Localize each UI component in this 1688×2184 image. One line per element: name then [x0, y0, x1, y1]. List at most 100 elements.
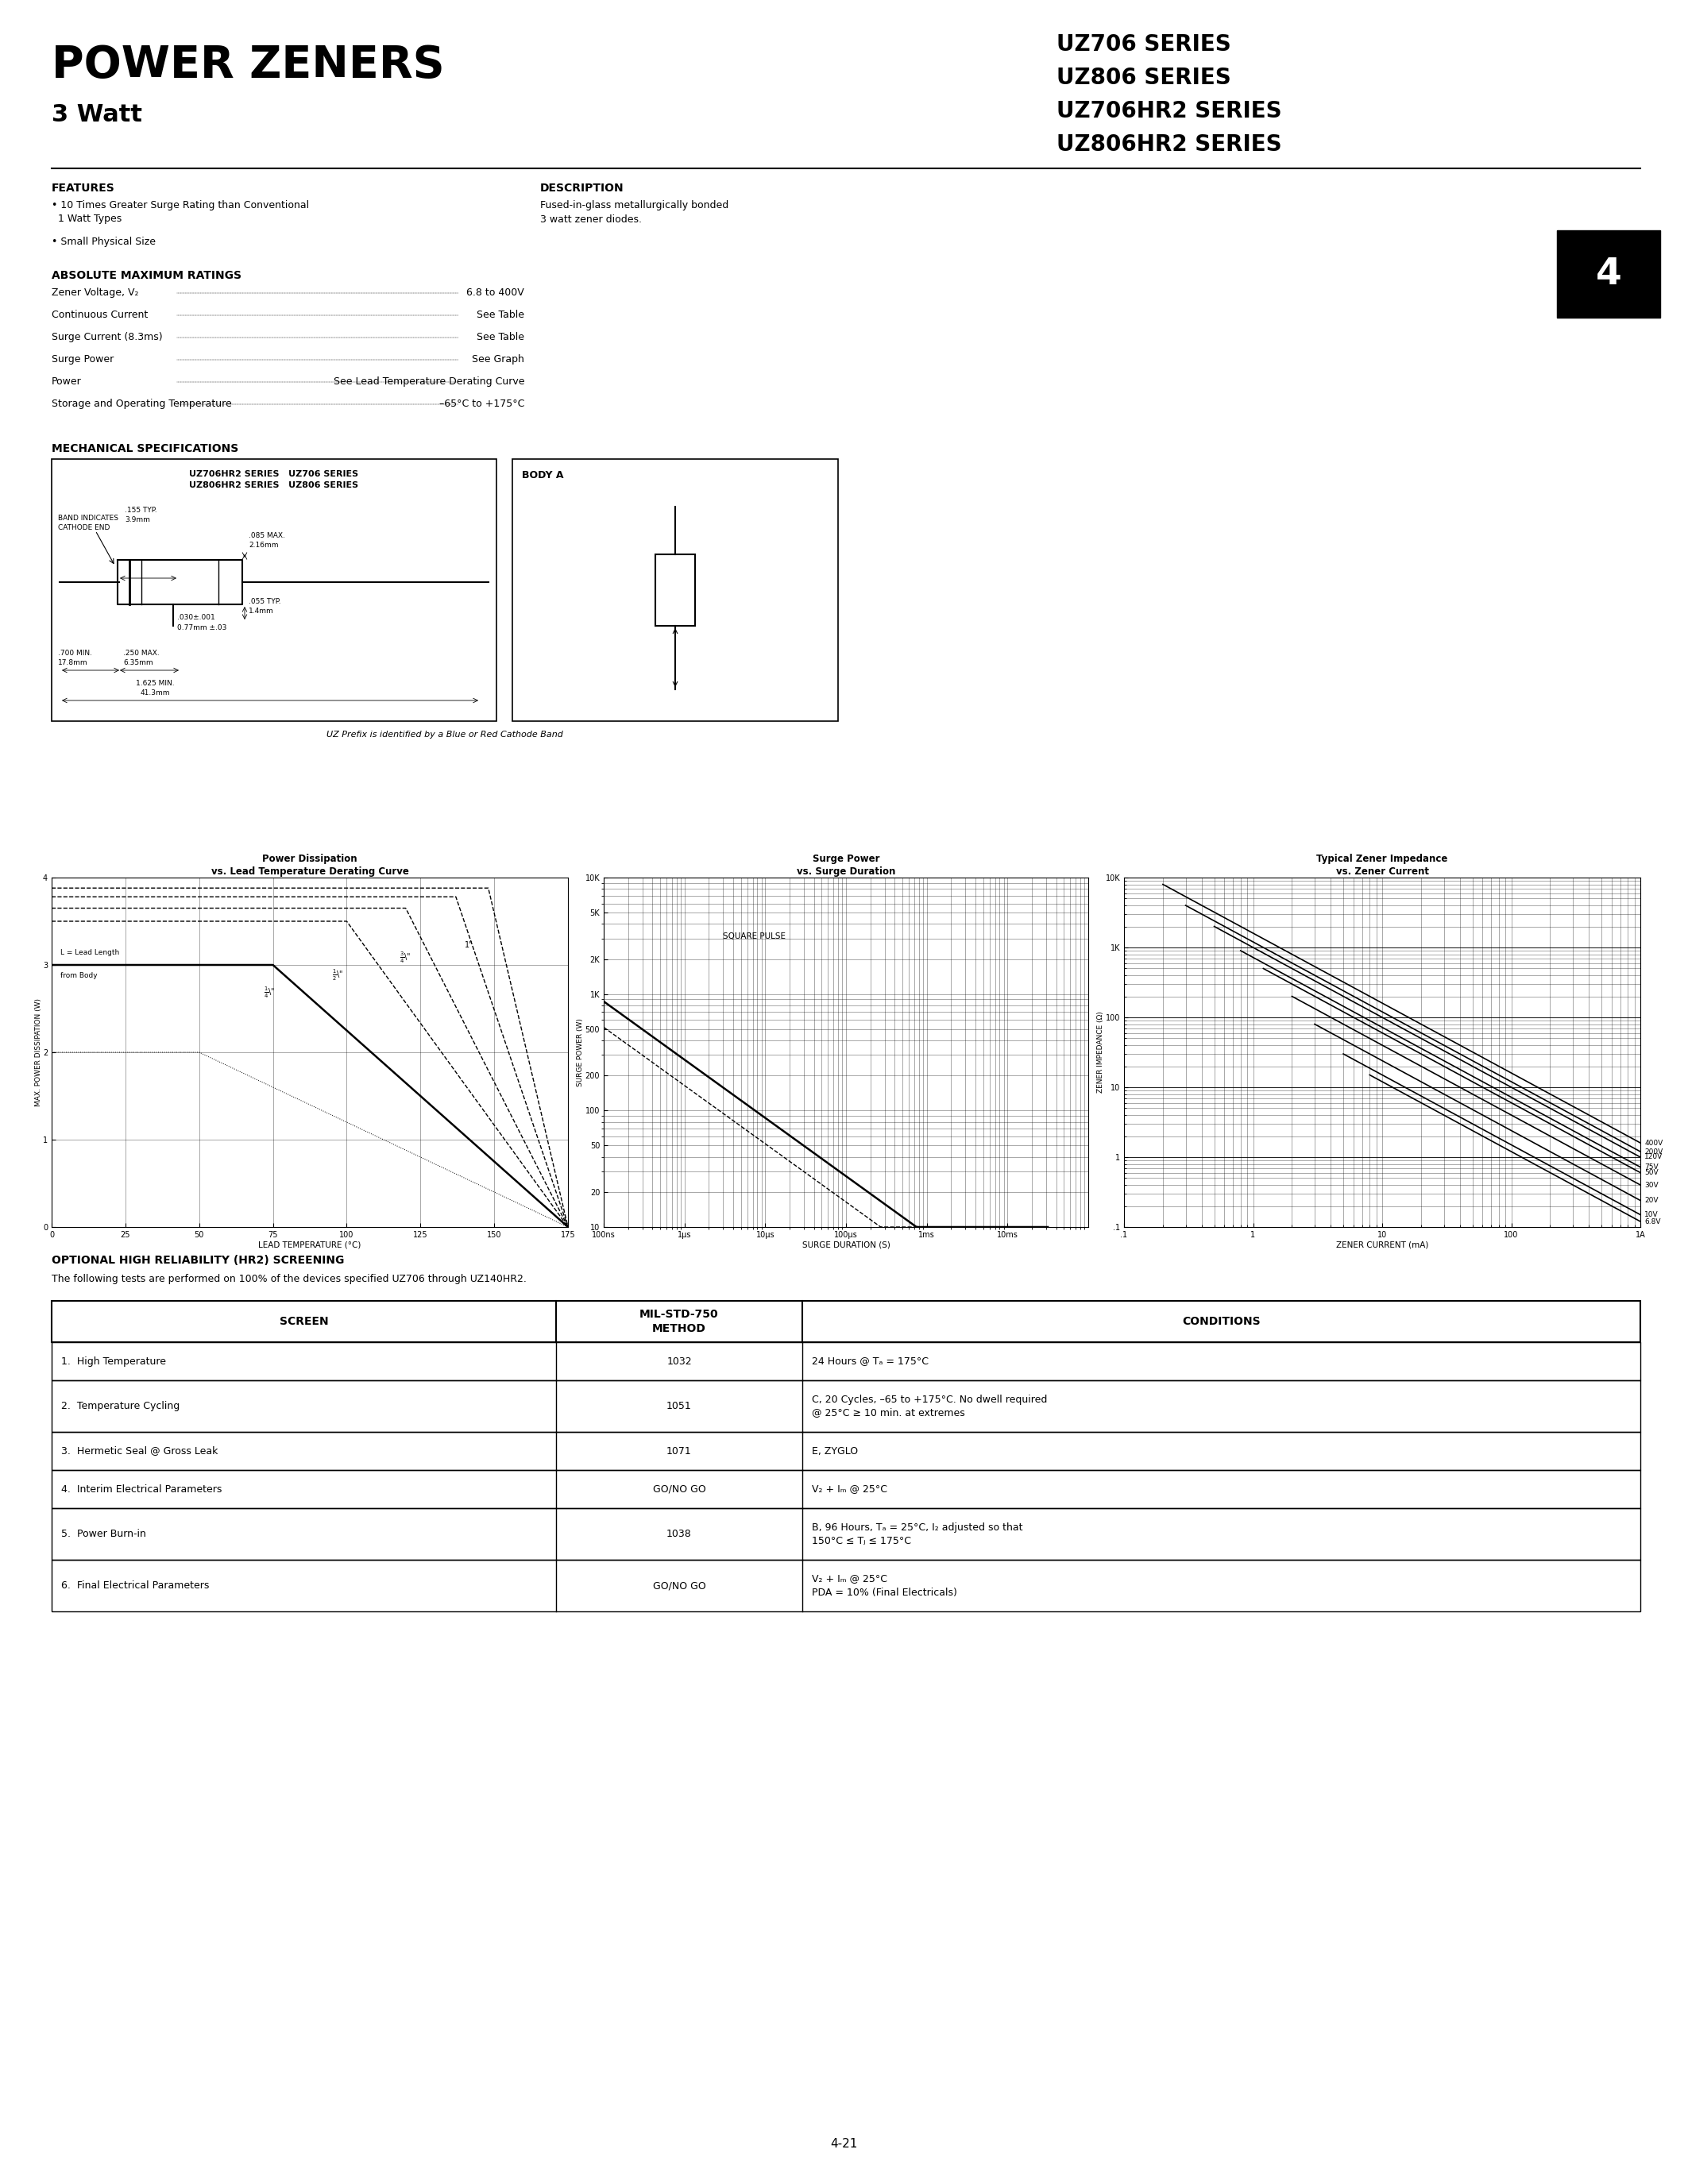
Text: .055 TYP.: .055 TYP. — [248, 598, 280, 605]
Text: V₂ + Iₘ @ 25°C: V₂ + Iₘ @ 25°C — [812, 1483, 888, 1494]
Text: Fused-in-glass metallurgically bonded
3 watt zener diodes.: Fused-in-glass metallurgically bonded 3 … — [540, 201, 729, 225]
Text: POWER ZENERS: POWER ZENERS — [52, 44, 444, 87]
Text: 1.  High Temperature: 1. High Temperature — [61, 1356, 165, 1367]
Text: 120V: 120V — [1644, 1153, 1663, 1160]
Text: $\frac{1}{4}$\": $\frac{1}{4}$\" — [263, 985, 275, 1000]
Text: See Table: See Table — [476, 332, 525, 343]
Text: 1.4mm: 1.4mm — [248, 607, 273, 614]
Y-axis label: SURGE POWER (W): SURGE POWER (W) — [577, 1018, 584, 1085]
Text: OPTIONAL HIGH RELIABILITY (HR2) SCREENING: OPTIONAL HIGH RELIABILITY (HR2) SCREENIN… — [52, 1256, 344, 1267]
Text: The following tests are performed on 100% of the devices specified UZ706 through: The following tests are performed on 100… — [52, 1273, 527, 1284]
Bar — [52, 1509, 1641, 1559]
Text: UZ806 SERIES: UZ806 SERIES — [1057, 68, 1231, 90]
Text: CATHODE END: CATHODE END — [57, 524, 110, 531]
Text: 1038: 1038 — [667, 1529, 692, 1540]
Text: FEATURES: FEATURES — [52, 183, 115, 194]
X-axis label: SURGE DURATION (S): SURGE DURATION (S) — [802, 1241, 890, 1249]
Text: UZ706HR2 SERIES   UZ706 SERIES: UZ706HR2 SERIES UZ706 SERIES — [189, 470, 358, 478]
Text: Continuous Current: Continuous Current — [52, 310, 149, 321]
Text: See Lead Temperature Derating Curve: See Lead Temperature Derating Curve — [333, 376, 525, 387]
Text: SCREEN: SCREEN — [280, 1317, 327, 1328]
Text: BAND INDICATES: BAND INDICATES — [57, 515, 118, 522]
Text: Surge Current (8.3ms): Surge Current (8.3ms) — [52, 332, 162, 343]
Text: 10V: 10V — [1644, 1212, 1659, 1219]
Text: 6.8 to 400V: 6.8 to 400V — [466, 288, 525, 297]
Text: GO/NO GO: GO/NO GO — [653, 1581, 706, 1590]
Text: .700 MIN.: .700 MIN. — [57, 649, 93, 657]
Text: CONDITIONS: CONDITIONS — [1182, 1317, 1261, 1328]
Text: 1051: 1051 — [667, 1400, 692, 1411]
Text: Storage and Operating Temperature: Storage and Operating Temperature — [52, 400, 231, 408]
Text: $\frac{1}{2}$\": $\frac{1}{2}$\" — [333, 968, 343, 983]
Text: 4: 4 — [1595, 256, 1622, 293]
Text: 50V: 50V — [1644, 1168, 1659, 1177]
Text: Power: Power — [52, 376, 81, 387]
Text: 2.  Temperature Cycling: 2. Temperature Cycling — [61, 1400, 179, 1411]
Text: 400V: 400V — [1644, 1140, 1663, 1147]
Text: BODY A: BODY A — [522, 470, 564, 480]
Bar — [513, 459, 837, 721]
Text: MECHANICAL SPECIFICATIONS: MECHANICAL SPECIFICATIONS — [52, 443, 238, 454]
Text: 1071: 1071 — [667, 1446, 692, 1457]
Bar — [1556, 229, 1661, 317]
Text: –65°C to +175°C: –65°C to +175°C — [439, 400, 525, 408]
Title: Power Dissipation
vs. Lead Temperature Derating Curve: Power Dissipation vs. Lead Temperature D… — [211, 854, 408, 876]
Text: See Graph: See Graph — [473, 354, 525, 365]
Text: 17.8mm: 17.8mm — [57, 660, 88, 666]
Bar — [52, 1559, 1641, 1612]
Bar — [52, 1380, 1641, 1433]
Bar — [52, 459, 496, 721]
Text: 3 Watt: 3 Watt — [52, 103, 142, 127]
Text: 6.8V: 6.8V — [1644, 1219, 1661, 1225]
Bar — [655, 555, 695, 627]
Text: 41.3mm: 41.3mm — [140, 690, 170, 697]
Text: UZ706HR2 SERIES: UZ706HR2 SERIES — [1057, 100, 1281, 122]
Text: .155 TYP.: .155 TYP. — [125, 507, 157, 513]
Text: 1.625 MIN.: 1.625 MIN. — [135, 679, 174, 688]
Text: SQUARE PULSE: SQUARE PULSE — [722, 933, 785, 939]
Text: 4-21: 4-21 — [830, 2138, 858, 2151]
Text: 3.  Hermetic Seal @ Gross Leak: 3. Hermetic Seal @ Gross Leak — [61, 1446, 218, 1457]
Text: 20V: 20V — [1644, 1197, 1659, 1203]
Text: from Body: from Body — [61, 972, 98, 981]
Text: DESCRIPTION: DESCRIPTION — [540, 183, 625, 194]
Text: 5.  Power Burn-in: 5. Power Burn-in — [61, 1529, 147, 1540]
Text: 6.  Final Electrical Parameters: 6. Final Electrical Parameters — [61, 1581, 209, 1590]
Text: L = Lead Length: L = Lead Length — [61, 948, 120, 957]
X-axis label: ZENER CURRENT (mA): ZENER CURRENT (mA) — [1335, 1241, 1428, 1249]
Text: GO/NO GO: GO/NO GO — [653, 1483, 706, 1494]
Text: 1032: 1032 — [667, 1356, 692, 1367]
Text: 1": 1" — [464, 941, 473, 950]
Text: 200V: 200V — [1644, 1149, 1663, 1155]
X-axis label: LEAD TEMPERATURE (°C): LEAD TEMPERATURE (°C) — [258, 1241, 361, 1249]
Text: UZ806HR2 SERIES   UZ806 SERIES: UZ806HR2 SERIES UZ806 SERIES — [189, 480, 358, 489]
Text: See Table: See Table — [476, 310, 525, 321]
Text: .030±.001: .030±.001 — [177, 614, 214, 620]
Text: V₂ + Iₘ @ 25°C
PDA = 10% (Final Electricals): V₂ + Iₘ @ 25°C PDA = 10% (Final Electric… — [812, 1575, 957, 1597]
Bar — [52, 1433, 1641, 1470]
Text: $\frac{3}{4}$\": $\frac{3}{4}$\" — [400, 950, 412, 965]
Text: .085 MAX.: .085 MAX. — [248, 533, 285, 539]
Text: 30V: 30V — [1644, 1182, 1659, 1188]
Text: • Small Physical Size: • Small Physical Size — [52, 236, 155, 247]
Text: UZ Prefix is identified by a Blue or Red Cathode Band: UZ Prefix is identified by a Blue or Red… — [326, 732, 564, 738]
Text: B, 96 Hours, Tₐ = 25°C, I₂ adjusted so that
150°C ≤ Tⱼ ≤ 175°C: B, 96 Hours, Tₐ = 25°C, I₂ adjusted so t… — [812, 1522, 1023, 1546]
Y-axis label: ZENER IMPEDANCE (Ω): ZENER IMPEDANCE (Ω) — [1097, 1011, 1104, 1092]
Y-axis label: MAX. POWER DISSIPATION (W): MAX. POWER DISSIPATION (W) — [34, 998, 42, 1107]
Bar — [52, 1343, 1641, 1380]
Text: Surge Power: Surge Power — [52, 354, 113, 365]
Text: Zener Voltage, V₂: Zener Voltage, V₂ — [52, 288, 138, 297]
Text: 0.77mm ±.03: 0.77mm ±.03 — [177, 625, 226, 631]
Text: 75V: 75V — [1644, 1164, 1659, 1171]
Text: C, 20 Cycles, –65 to +175°C. No dwell required
@ 25°C ≥ 10 min. at extremes: C, 20 Cycles, –65 to +175°C. No dwell re… — [812, 1393, 1047, 1417]
Title: Typical Zener Impedance
vs. Zener Current: Typical Zener Impedance vs. Zener Curren… — [1317, 854, 1448, 876]
Text: MIL-STD-750
METHOD: MIL-STD-750 METHOD — [640, 1308, 719, 1334]
Text: 24 Hours @ Tₐ = 175°C: 24 Hours @ Tₐ = 175°C — [812, 1356, 928, 1367]
Bar — [52, 1302, 1641, 1343]
Title: Surge Power
vs. Surge Duration: Surge Power vs. Surge Duration — [797, 854, 895, 876]
Bar — [52, 1470, 1641, 1509]
Text: UZ806HR2 SERIES: UZ806HR2 SERIES — [1057, 133, 1281, 155]
Text: ABSOLUTE MAXIMUM RATINGS: ABSOLUTE MAXIMUM RATINGS — [52, 271, 241, 282]
Text: 6.35mm: 6.35mm — [123, 660, 154, 666]
Text: 2.16mm: 2.16mm — [248, 542, 279, 548]
